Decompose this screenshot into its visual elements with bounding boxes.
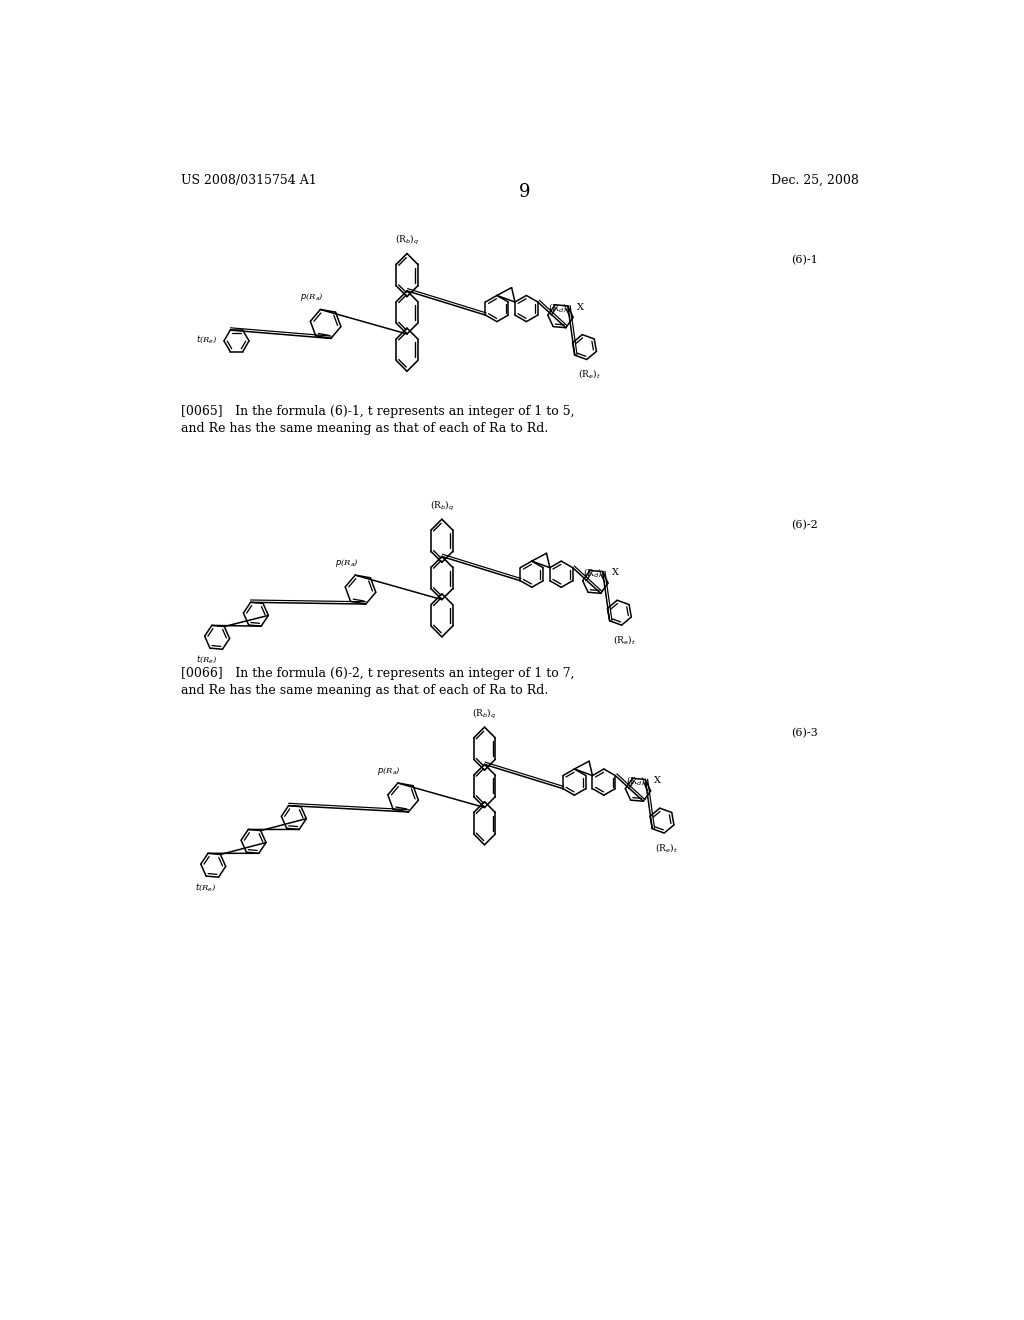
Text: (R$_e$)$_t$: (R$_e$)$_t$ bbox=[578, 367, 600, 380]
Text: Dec. 25, 2008: Dec. 25, 2008 bbox=[771, 174, 859, 187]
Text: X: X bbox=[654, 776, 662, 785]
Text: (R$_e$)$_t$: (R$_e$)$_t$ bbox=[612, 632, 636, 645]
Text: [0065] In the formula (6)-1, t represents an integer of 1 to 5,
and Re has the s: [0065] In the formula (6)-1, t represent… bbox=[180, 405, 574, 434]
Text: (R$_d$)$_s$: (R$_d$)$_s$ bbox=[548, 301, 571, 314]
Text: 9: 9 bbox=[519, 183, 530, 201]
Text: (R$_b$)$_q$: (R$_b$)$_q$ bbox=[430, 499, 454, 513]
Text: $p$(R$_a$): $p$(R$_a$) bbox=[377, 764, 401, 776]
Text: (R$_d$)$_s$: (R$_d$)$_s$ bbox=[583, 566, 606, 579]
Text: $t$(R$_e$): $t$(R$_e$) bbox=[196, 334, 217, 346]
Text: (6)-2: (6)-2 bbox=[791, 520, 817, 531]
Text: (R$_e$)$_t$: (R$_e$)$_t$ bbox=[655, 841, 678, 854]
Text: [0066] In the formula (6)-2, t represents an integer of 1 to 7,
and Re has the s: [0066] In the formula (6)-2, t represent… bbox=[180, 667, 574, 697]
Text: X: X bbox=[611, 568, 618, 577]
Text: $t$(R$_e$): $t$(R$_e$) bbox=[196, 653, 218, 665]
Text: (R$_b$)$_q$: (R$_b$)$_q$ bbox=[472, 706, 497, 721]
Text: X: X bbox=[577, 302, 584, 312]
Text: $t$(R$_e$): $t$(R$_e$) bbox=[195, 882, 217, 894]
Text: (6)-3: (6)-3 bbox=[791, 729, 817, 738]
Text: US 2008/0315754 A1: US 2008/0315754 A1 bbox=[180, 174, 316, 187]
Text: (R$_d$)$_s$: (R$_d$)$_s$ bbox=[626, 774, 649, 787]
Text: $p$(R$_a$): $p$(R$_a$) bbox=[300, 292, 324, 304]
Text: (6)-1: (6)-1 bbox=[791, 255, 817, 265]
Text: (R$_b$)$_q$: (R$_b$)$_q$ bbox=[395, 234, 419, 247]
Text: $p$(R$_a$): $p$(R$_a$) bbox=[335, 557, 358, 569]
